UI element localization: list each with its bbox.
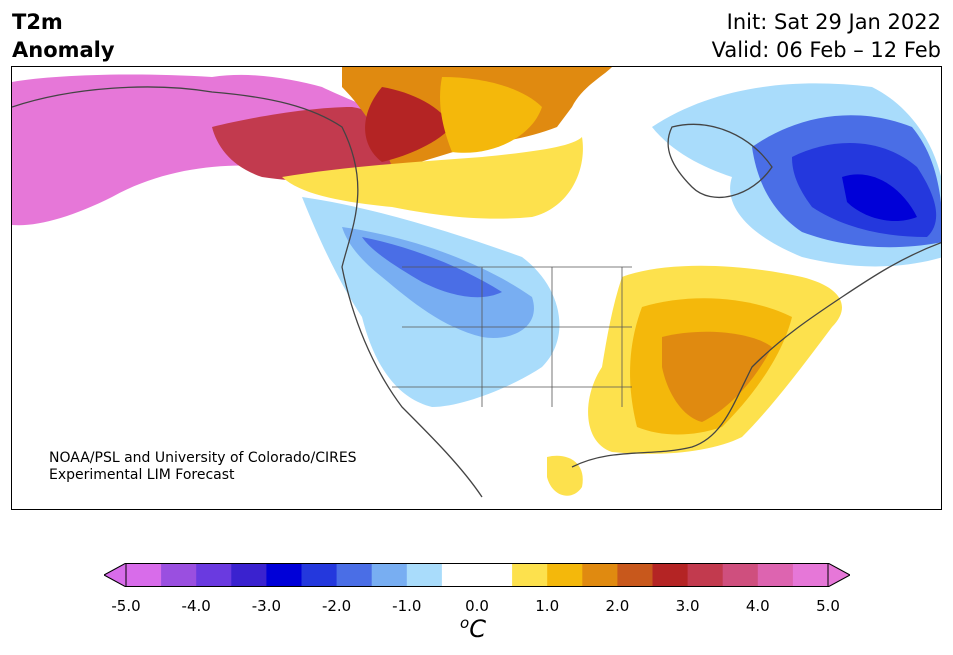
colorbar-segment xyxy=(161,563,197,587)
credit-line-1: NOAA/PSL and University of Colorado/CIRE… xyxy=(49,450,357,466)
state-borders xyxy=(392,266,632,407)
map-title: T2m Anomaly xyxy=(12,8,115,64)
colorbar-tick-label: 0.0 xyxy=(465,597,489,615)
colorbar-segment xyxy=(792,563,829,587)
colorbar-segment xyxy=(547,563,583,587)
warm-region-east-core xyxy=(662,331,772,422)
colorbar-tick-label: -5.0 xyxy=(111,597,141,615)
init-date: Init: Sat 29 Jan 2022 xyxy=(726,10,941,34)
colorbar-segment xyxy=(441,563,478,587)
colorbar-tick-label: 5.0 xyxy=(816,597,840,615)
colorbar-segment xyxy=(652,563,689,587)
warm-region-gulf xyxy=(547,455,583,496)
colorbar xyxy=(104,563,850,587)
colorbar-segment xyxy=(336,563,373,587)
colorbar-tick-label: -2.0 xyxy=(321,597,352,615)
title-line-2: Anomaly xyxy=(12,38,115,62)
cold-region-east-max xyxy=(842,174,917,222)
anomaly-map xyxy=(11,66,942,510)
title-line-1: T2m xyxy=(12,10,63,34)
colorbar-tick-label: -3.0 xyxy=(251,597,282,615)
colorbar-segment xyxy=(722,563,759,587)
warm-region-yukon xyxy=(212,107,412,182)
anomaly-map-graphic xyxy=(12,67,941,498)
colorbar-segment xyxy=(757,563,794,587)
colorbar-segment xyxy=(406,563,443,587)
colorbar-segment xyxy=(301,563,338,587)
colorbar-segment xyxy=(126,563,162,587)
unit-superscript: o xyxy=(460,614,470,632)
unit-label: oC xyxy=(460,614,486,643)
colorbar-over-triangle xyxy=(827,563,850,587)
colorbar-tick-label: 2.0 xyxy=(605,597,630,615)
colorbar-segment xyxy=(512,563,548,587)
colorbar-under-triangle xyxy=(104,563,127,587)
colorbar-segment xyxy=(196,563,232,587)
coastline xyxy=(12,86,941,498)
unit-base: C xyxy=(469,615,486,643)
colorbar-segment xyxy=(687,563,724,587)
forecast-dates: Init: Sat 29 Jan 2022 Valid: 06 Feb – 12… xyxy=(712,8,941,64)
colorbar-segment xyxy=(266,563,302,587)
colorbar-tick-label: -1.0 xyxy=(392,597,422,615)
warm-region-core xyxy=(365,87,452,162)
warm-region-mid xyxy=(440,77,542,153)
credit-text: NOAA/PSL and University of Colorado/CIRE… xyxy=(49,450,357,484)
credit-line-2: Experimental LIM Forecast xyxy=(49,467,235,483)
colorbar-tick-label: -4.0 xyxy=(181,597,211,615)
colorbar-segment xyxy=(371,563,408,587)
colorbar-segment xyxy=(617,563,653,587)
colorbar-tick-label: 4.0 xyxy=(745,597,770,615)
colorbar-segment xyxy=(582,563,618,587)
colorbar-tick-label: 1.0 xyxy=(535,597,560,615)
valid-dates: Valid: 06 Feb – 12 Feb xyxy=(711,38,941,62)
colorbar-frame xyxy=(125,563,829,587)
colorbar-tick-label: 3.0 xyxy=(675,597,700,615)
colorbar-segment xyxy=(231,563,267,587)
colorbar-segment xyxy=(477,563,513,587)
